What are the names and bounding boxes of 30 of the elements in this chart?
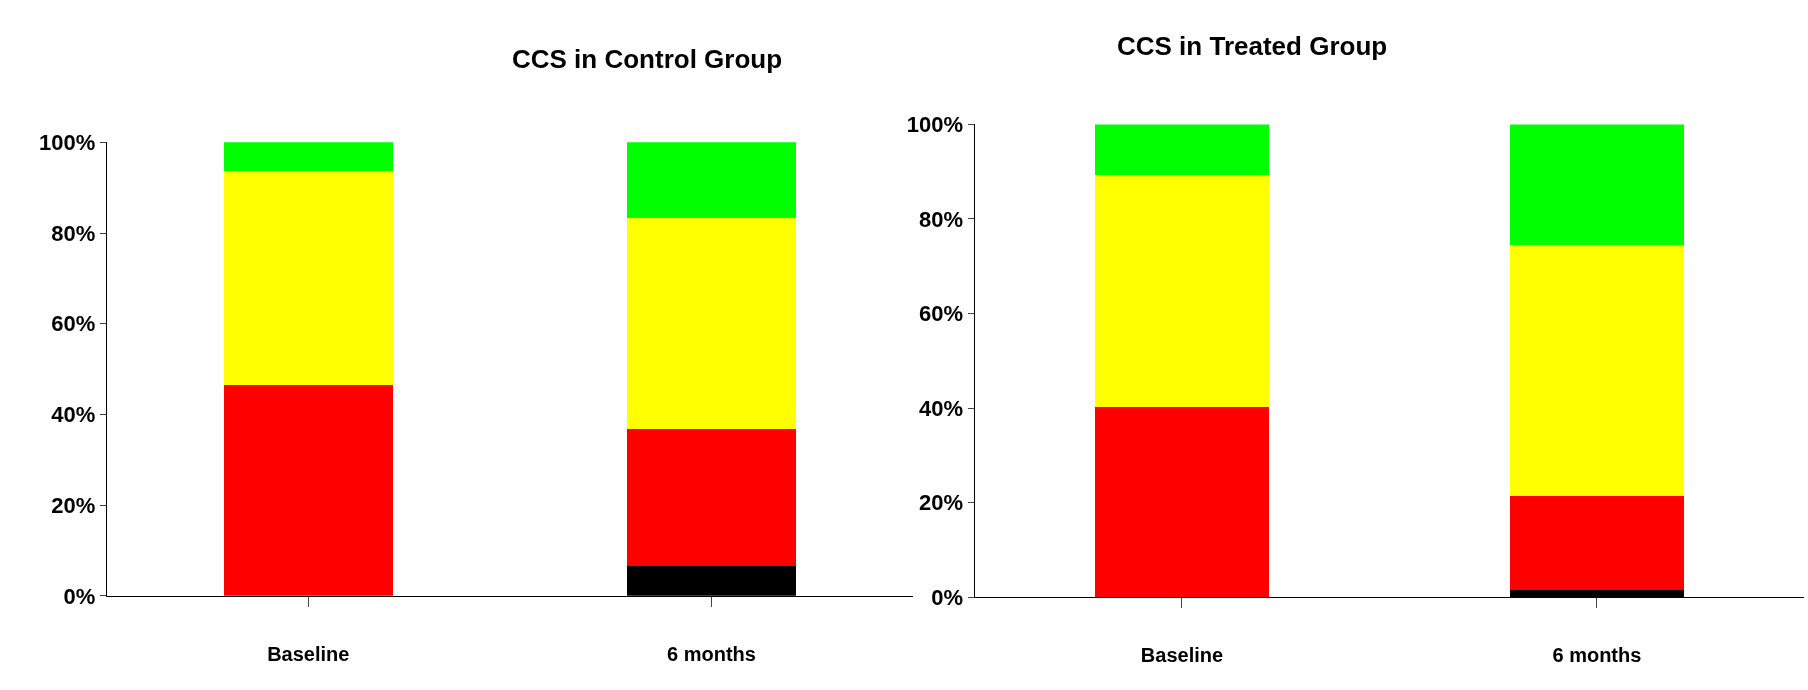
x-tick-label: Baseline — [267, 642, 350, 665]
y-tick-label: 80% — [51, 220, 96, 246]
bar — [223, 171, 393, 385]
bar — [1094, 407, 1270, 598]
bar — [1094, 124, 1270, 176]
x-tick-label: Baseline — [1140, 644, 1224, 667]
y-tick-label: 100% — [38, 130, 96, 156]
y-tick-label: 20% — [919, 490, 964, 516]
y-tick-label: 20% — [51, 492, 96, 518]
y-tick-label: 60% — [51, 311, 96, 337]
chart-title: CCS in Treated Group — [1117, 31, 1388, 61]
y-tick-label: 40% — [51, 402, 96, 428]
y-tick-label: 0% — [931, 584, 964, 610]
chart-title: CCS in Control Group — [512, 44, 783, 74]
y-tick-label: 40% — [919, 395, 964, 421]
bar — [626, 428, 797, 566]
bar — [1509, 496, 1685, 590]
bar — [1509, 124, 1685, 246]
x-tick-label: 6 months — [1552, 644, 1642, 667]
bar — [626, 218, 797, 429]
y-tick-label: 60% — [919, 301, 964, 327]
y-tick-label: 100% — [906, 112, 964, 138]
bar — [1094, 175, 1270, 408]
y-tick-label: 0% — [63, 583, 96, 609]
bar — [626, 142, 797, 219]
y-tick-label: 80% — [919, 206, 964, 232]
bar — [223, 142, 393, 172]
bar — [1509, 245, 1685, 497]
bar — [223, 384, 393, 596]
x-tick-label: 6 months — [667, 642, 756, 665]
